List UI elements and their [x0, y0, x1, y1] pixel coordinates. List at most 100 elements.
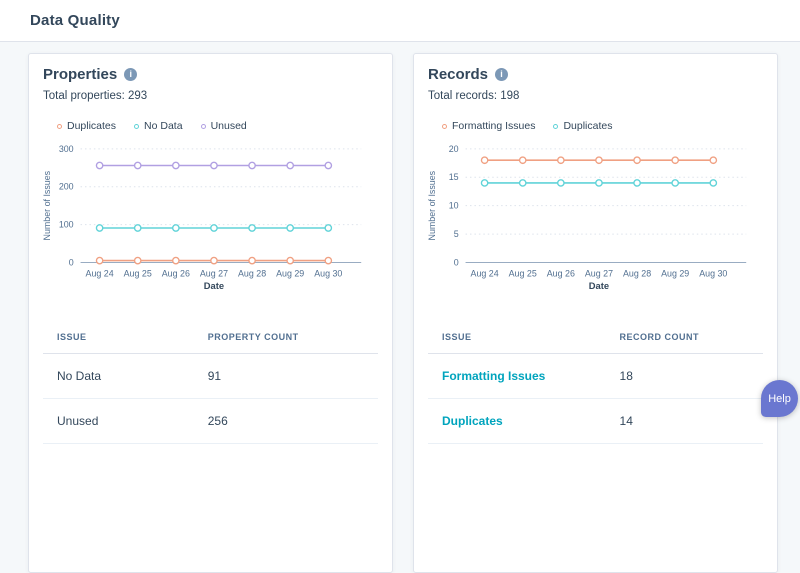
data-point-unused — [325, 162, 331, 168]
count-cell: 91 — [194, 354, 378, 399]
legend-marker-icon — [57, 124, 62, 129]
data-point-formatting-issues — [520, 157, 526, 163]
page-title: Data Quality — [30, 12, 120, 29]
legend-label: No Data — [144, 120, 183, 132]
data-point-no-data — [96, 225, 102, 231]
y-tick-label: 200 — [59, 182, 74, 192]
column-header: PROPERTY COUNT — [194, 326, 378, 354]
x-tick-label: Aug 24 — [471, 268, 499, 278]
y-tick-label: 0 — [454, 257, 459, 267]
issue-cell: Unused — [43, 399, 194, 444]
data-point-formatting-issues — [672, 157, 678, 163]
count-cell: 18 — [606, 354, 763, 399]
properties-card-title: Properties — [43, 66, 117, 83]
data-point-duplicates — [520, 180, 526, 186]
records-chart: 0 5 10 15 20 Aug 24 Aug 25 Aug 26 Aug 27 Aug 28 Au… — [428, 136, 763, 304]
data-point-formatting-issues — [481, 157, 487, 163]
total-properties-text: Total properties: 293 — [43, 90, 378, 102]
properties-card: Properties i Total properties: 293 Dupli… — [28, 53, 393, 573]
y-axis-title: Number of Issues — [43, 170, 52, 240]
data-point-formatting-issues — [596, 157, 602, 163]
x-tick-label: Aug 30 — [699, 268, 727, 278]
legend-item-duplicates[interactable]: Duplicates — [553, 120, 612, 132]
card-header: Records i — [428, 66, 763, 83]
top-bar: Data Quality — [0, 0, 800, 42]
y-tick-label: 0 — [69, 257, 74, 267]
info-icon[interactable]: i — [124, 68, 137, 81]
column-header: RECORD COUNT — [606, 326, 763, 354]
data-point-no-data — [325, 225, 331, 231]
data-point-unused — [173, 162, 179, 168]
issue-cell: No Data — [43, 354, 194, 399]
data-point-no-data — [135, 225, 141, 231]
data-point-duplicates — [634, 180, 640, 186]
column-header: ISSUE — [428, 326, 606, 354]
legend-item-formatting-issues[interactable]: Formatting Issues — [442, 120, 535, 132]
x-tick-label: Aug 26 — [162, 268, 190, 278]
card-header: Properties i — [43, 66, 378, 83]
data-point-duplicates — [249, 257, 255, 263]
y-tick-label: 5 — [454, 229, 459, 239]
count-cell: 256 — [194, 399, 378, 444]
issue-link-duplicates[interactable]: Duplicates — [442, 414, 503, 428]
legend-label: Unused — [211, 120, 247, 132]
data-point-duplicates — [135, 257, 141, 263]
table-row: Formatting Issues 18 — [428, 354, 763, 399]
info-icon[interactable]: i — [495, 68, 508, 81]
data-point-duplicates — [211, 257, 217, 263]
x-tick-label: Aug 29 — [276, 268, 304, 278]
data-point-formatting-issues — [558, 157, 564, 163]
column-header: ISSUE — [43, 326, 194, 354]
data-point-duplicates — [558, 180, 564, 186]
x-tick-label: Aug 29 — [661, 268, 689, 278]
count-cell: 14 — [606, 399, 763, 444]
data-point-duplicates — [481, 180, 487, 186]
data-point-no-data — [211, 225, 217, 231]
data-point-duplicates — [596, 180, 602, 186]
data-point-duplicates — [96, 257, 102, 263]
data-point-duplicates — [672, 180, 678, 186]
data-point-duplicates — [173, 257, 179, 263]
data-point-no-data — [173, 225, 179, 231]
x-axis-title: Date — [589, 281, 609, 291]
y-tick-label: 100 — [59, 220, 74, 230]
legend-item-unused[interactable]: Unused — [201, 120, 247, 132]
x-tick-label: Aug 25 — [509, 268, 537, 278]
y-tick-label: 10 — [449, 201, 459, 211]
x-tick-label: Aug 27 — [200, 268, 228, 278]
data-point-unused — [211, 162, 217, 168]
data-point-formatting-issues — [710, 157, 716, 163]
legend-label: Duplicates — [67, 120, 116, 132]
legend-item-no-data[interactable]: No Data — [134, 120, 183, 132]
y-tick-label: 20 — [449, 144, 459, 154]
properties-chart-legend: Duplicates No Data Unused — [57, 120, 378, 132]
legend-item-duplicates[interactable]: Duplicates — [57, 120, 116, 132]
dashboard: Properties i Total properties: 293 Dupli… — [0, 42, 800, 573]
legend-marker-icon — [553, 124, 558, 129]
x-tick-label: Aug 27 — [585, 268, 613, 278]
data-point-unused — [96, 162, 102, 168]
data-point-no-data — [249, 225, 255, 231]
records-chart-legend: Formatting Issues Duplicates — [442, 120, 763, 132]
issue-cell: Formatting Issues — [428, 354, 606, 399]
x-axis-title: Date — [204, 281, 224, 291]
help-button[interactable]: Help — [761, 380, 798, 417]
x-tick-label: Aug 28 — [238, 268, 266, 278]
table-row: Duplicates 14 — [428, 399, 763, 444]
x-tick-label: Aug 28 — [623, 268, 651, 278]
y-tick-label: 15 — [449, 172, 459, 182]
legend-marker-icon — [442, 124, 447, 129]
y-tick-label: 300 — [59, 144, 74, 154]
legend-marker-icon — [134, 124, 139, 129]
issue-link-formatting-issues[interactable]: Formatting Issues — [442, 369, 545, 383]
data-point-duplicates — [710, 180, 716, 186]
legend-marker-icon — [201, 124, 206, 129]
x-tick-label: Aug 26 — [547, 268, 575, 278]
